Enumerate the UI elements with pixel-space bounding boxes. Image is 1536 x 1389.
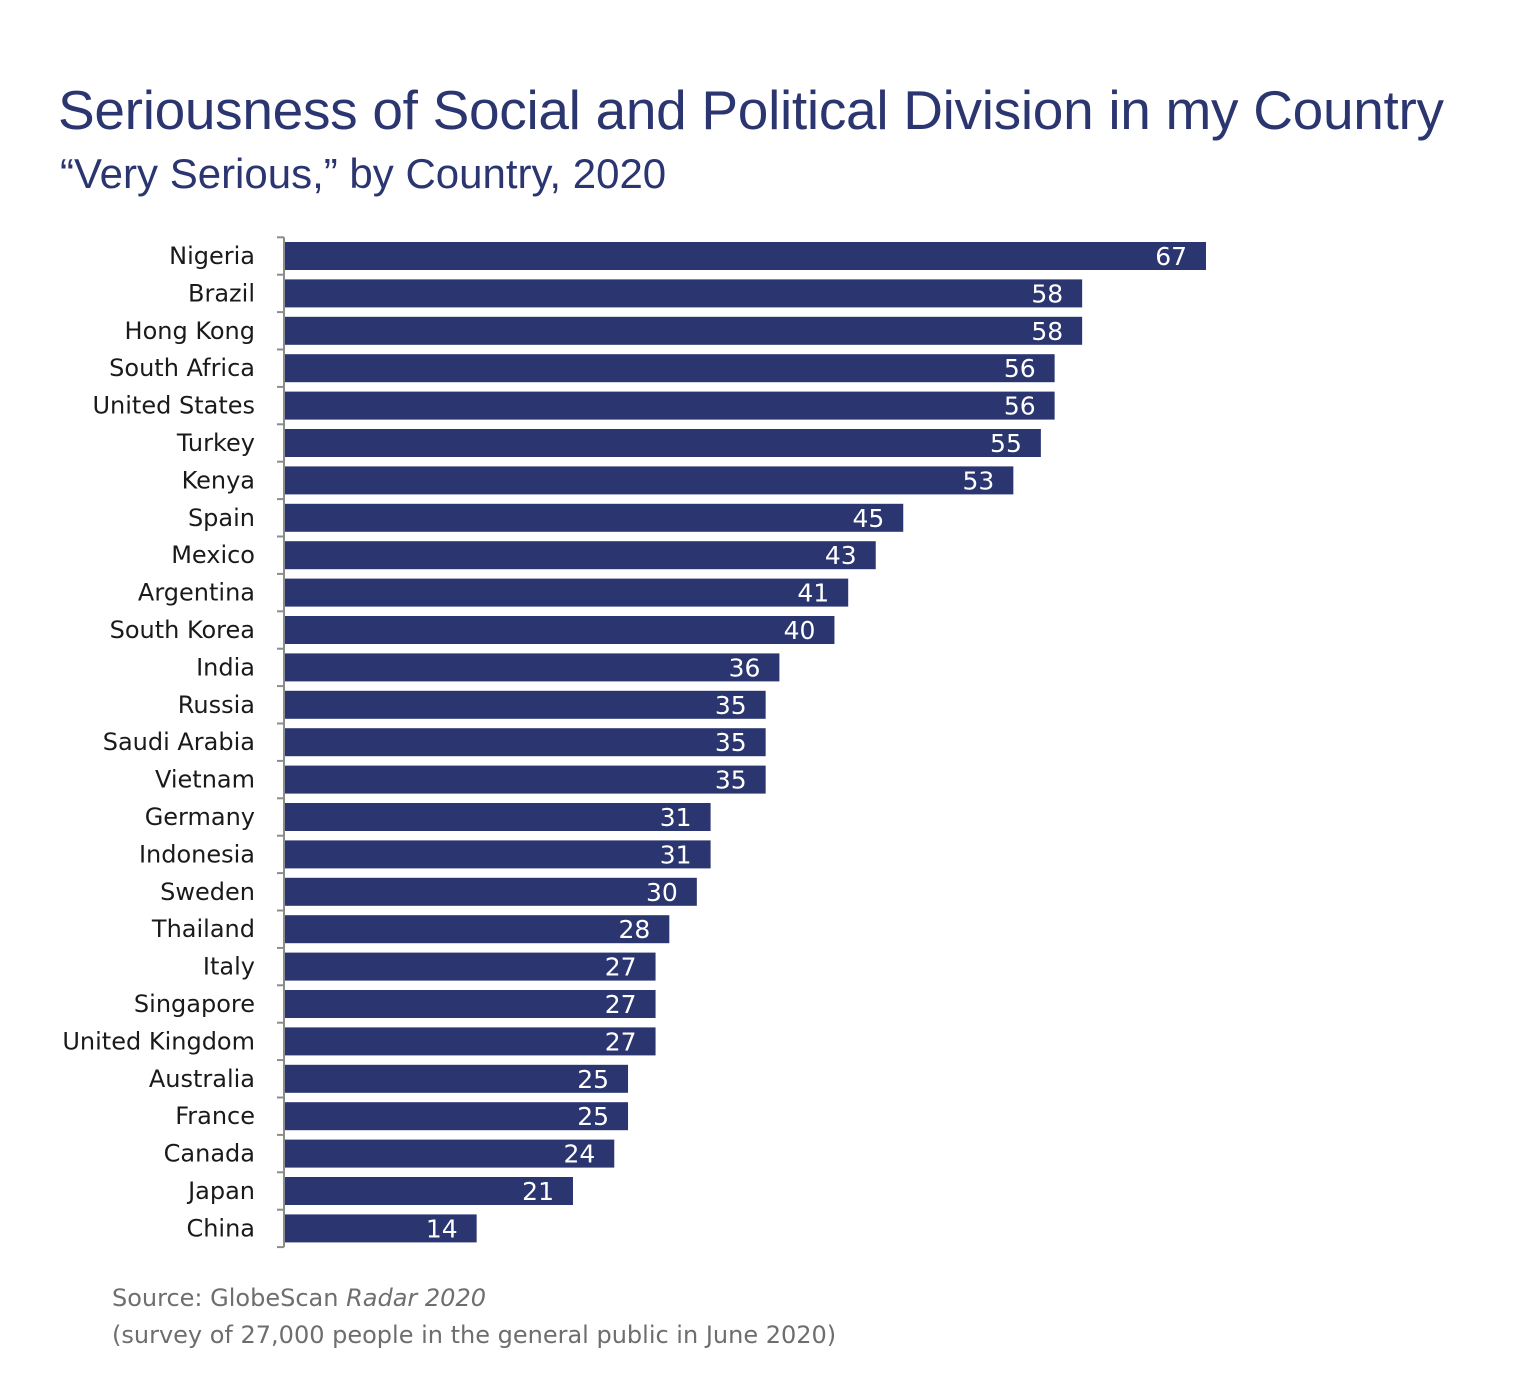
bar-italy <box>284 952 656 981</box>
bar-spain <box>284 503 904 532</box>
source-prefix: Source: GlobeScan <box>112 1284 347 1312</box>
value-label: 43 <box>825 541 857 570</box>
value-label: 35 <box>715 766 747 795</box>
survey-note: (survey of 27,000 people in the general … <box>112 1321 837 1349</box>
bar-hong-kong <box>284 316 1083 345</box>
bar-thailand <box>284 915 670 944</box>
value-label: 35 <box>715 728 747 757</box>
value-label: 31 <box>660 803 692 832</box>
bar-united-states <box>284 391 1055 420</box>
category-label: Australia <box>149 1065 255 1093</box>
category-label: Sweden <box>160 878 255 906</box>
value-label: 40 <box>784 616 816 645</box>
bar-australia <box>284 1064 629 1093</box>
value-label: 21 <box>522 1177 554 1206</box>
category-label: India <box>196 653 255 681</box>
category-label: Brazil <box>188 279 255 307</box>
bars-group <box>284 242 1206 1243</box>
chart-subtitle: “Very Serious,” by Country, 2020 <box>60 150 667 197</box>
category-label: France <box>175 1102 255 1130</box>
value-label: 55 <box>990 429 1022 458</box>
bar-united-kingdom <box>284 1027 656 1056</box>
category-label: Indonesia <box>139 840 255 868</box>
category-label: Canada <box>164 1140 255 1168</box>
bar-india <box>284 653 780 682</box>
value-label: 25 <box>577 1102 609 1131</box>
category-label: South Africa <box>109 354 255 382</box>
category-label: Saudi Arabia <box>103 728 255 756</box>
value-label: 53 <box>963 466 995 495</box>
bar-turkey <box>284 429 1041 457</box>
source-note: Source: GlobeScan Radar 2020 (survey of … <box>112 1280 836 1354</box>
value-label: 27 <box>605 990 637 1019</box>
value-label: 30 <box>646 878 678 907</box>
value-label: 58 <box>1031 317 1063 346</box>
category-labels-group: Nigeria Brazil Hong Kong South Africa United… <box>62 242 255 1242</box>
value-label: 24 <box>563 1140 595 1169</box>
bar-argentina <box>284 578 849 607</box>
bar-brazil <box>284 279 1083 308</box>
y-axis-group <box>277 236 285 1249</box>
category-label: Germany <box>145 803 255 831</box>
category-label: Thailand <box>151 915 255 943</box>
value-label: 35 <box>715 691 747 720</box>
value-label: 25 <box>577 1065 609 1094</box>
value-label: 27 <box>605 953 637 982</box>
value-label: 36 <box>729 653 761 682</box>
category-label: Kenya <box>182 466 255 494</box>
category-label: China <box>186 1214 255 1242</box>
bar-south-korea <box>284 616 835 644</box>
value-label: 56 <box>1004 392 1036 421</box>
category-label: Turkey <box>176 429 255 457</box>
bar-germany <box>284 803 711 831</box>
value-label: 27 <box>605 1027 637 1056</box>
value-labels-group: 67 58 58 56 56 55 53 45 43 41 40 36 35 35 35 31 31 30 28 27… <box>426 242 1187 1243</box>
bar-japan <box>284 1177 573 1205</box>
bar-china <box>284 1214 477 1243</box>
bar-russia <box>284 690 766 719</box>
category-label: Singapore <box>134 990 255 1018</box>
bar-canada <box>284 1139 615 1168</box>
value-label: 41 <box>797 579 829 608</box>
value-label: 67 <box>1155 242 1187 271</box>
value-label: 58 <box>1031 279 1063 308</box>
category-label: South Korea <box>110 616 255 644</box>
category-label: United Kingdom <box>62 1027 255 1055</box>
bar-sweden <box>284 877 697 906</box>
chart-title: Seriousness of Social and Political Divi… <box>58 79 1444 141</box>
category-label: Argentina <box>138 579 255 607</box>
value-label: 31 <box>660 840 692 869</box>
bar-vietnam <box>284 765 766 794</box>
value-label: 14 <box>426 1214 458 1243</box>
bar-saudi-arabia <box>284 728 766 757</box>
bar-france <box>284 1102 629 1131</box>
category-label: Nigeria <box>169 242 255 270</box>
category-label: Mexico <box>171 541 255 569</box>
bar-kenya <box>284 466 1014 495</box>
category-label: Hong Kong <box>125 317 255 345</box>
value-label: 28 <box>619 915 651 944</box>
category-label: Russia <box>178 691 255 719</box>
category-label: Italy <box>203 953 255 981</box>
category-label: Spain <box>188 504 255 532</box>
value-label: 45 <box>852 504 884 533</box>
source-publication: Radar 2020 <box>346 1284 486 1312</box>
category-label: United States <box>92 392 255 420</box>
bar-nigeria <box>284 242 1206 270</box>
bar-mexico <box>284 541 876 570</box>
bar-indonesia <box>284 840 711 869</box>
category-label: Vietnam <box>155 766 255 794</box>
bar-south-africa <box>284 354 1055 383</box>
category-label: Japan <box>186 1177 255 1205</box>
bar-singapore <box>284 990 656 1018</box>
value-label: 56 <box>1004 354 1036 383</box>
source-line: Source: GlobeScan Radar 2020 <box>112 1280 836 1317</box>
